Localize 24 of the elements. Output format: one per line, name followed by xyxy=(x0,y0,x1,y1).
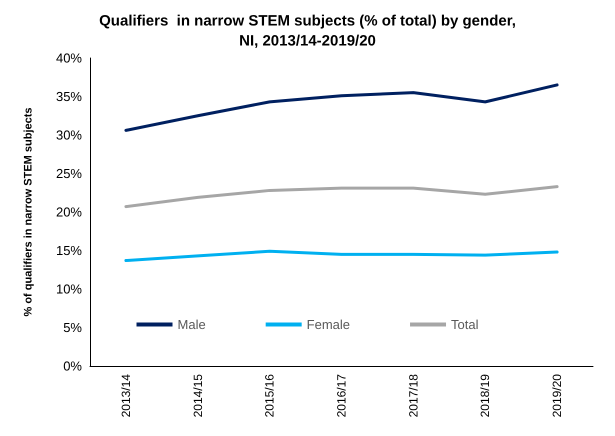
x-tick-label: 2015/16 xyxy=(262,374,277,418)
line-series xyxy=(124,250,559,262)
y-tick-label: 20% xyxy=(56,204,82,220)
chart-title: Qualifiers in narrow STEM subjects (% of total) by gender, NI, 2013/14-2019/20 xyxy=(99,12,516,50)
y-tick-label: 0% xyxy=(63,358,82,374)
y-tick-label: 5% xyxy=(63,320,82,335)
y-tick-label: 30% xyxy=(56,128,82,142)
line-series xyxy=(124,83,559,132)
y-axis-title: % of qualifiers in narrow STEM subjects xyxy=(22,107,34,317)
x-tick-label: 2013/14 xyxy=(118,374,133,418)
y-tick-label: 25% xyxy=(56,166,82,181)
line-series xyxy=(124,185,559,208)
x-tick-label: 2019/20 xyxy=(550,374,564,418)
x-tick-label: 2016/17 xyxy=(334,374,348,418)
y-tick-label: 10% xyxy=(56,282,82,296)
x-tick-label: 2017/18 xyxy=(406,374,420,418)
y-tick-label: 35% xyxy=(56,89,82,104)
x-tick-label: 2018/19 xyxy=(478,374,492,418)
legend-label: Total xyxy=(451,317,479,332)
legend-label: Male xyxy=(178,317,206,332)
y-tick-label: 40% xyxy=(56,50,82,66)
y-tick-label: 15% xyxy=(56,243,82,258)
x-tick-label: 2014/15 xyxy=(190,374,205,418)
legend-label: Female xyxy=(306,317,350,332)
